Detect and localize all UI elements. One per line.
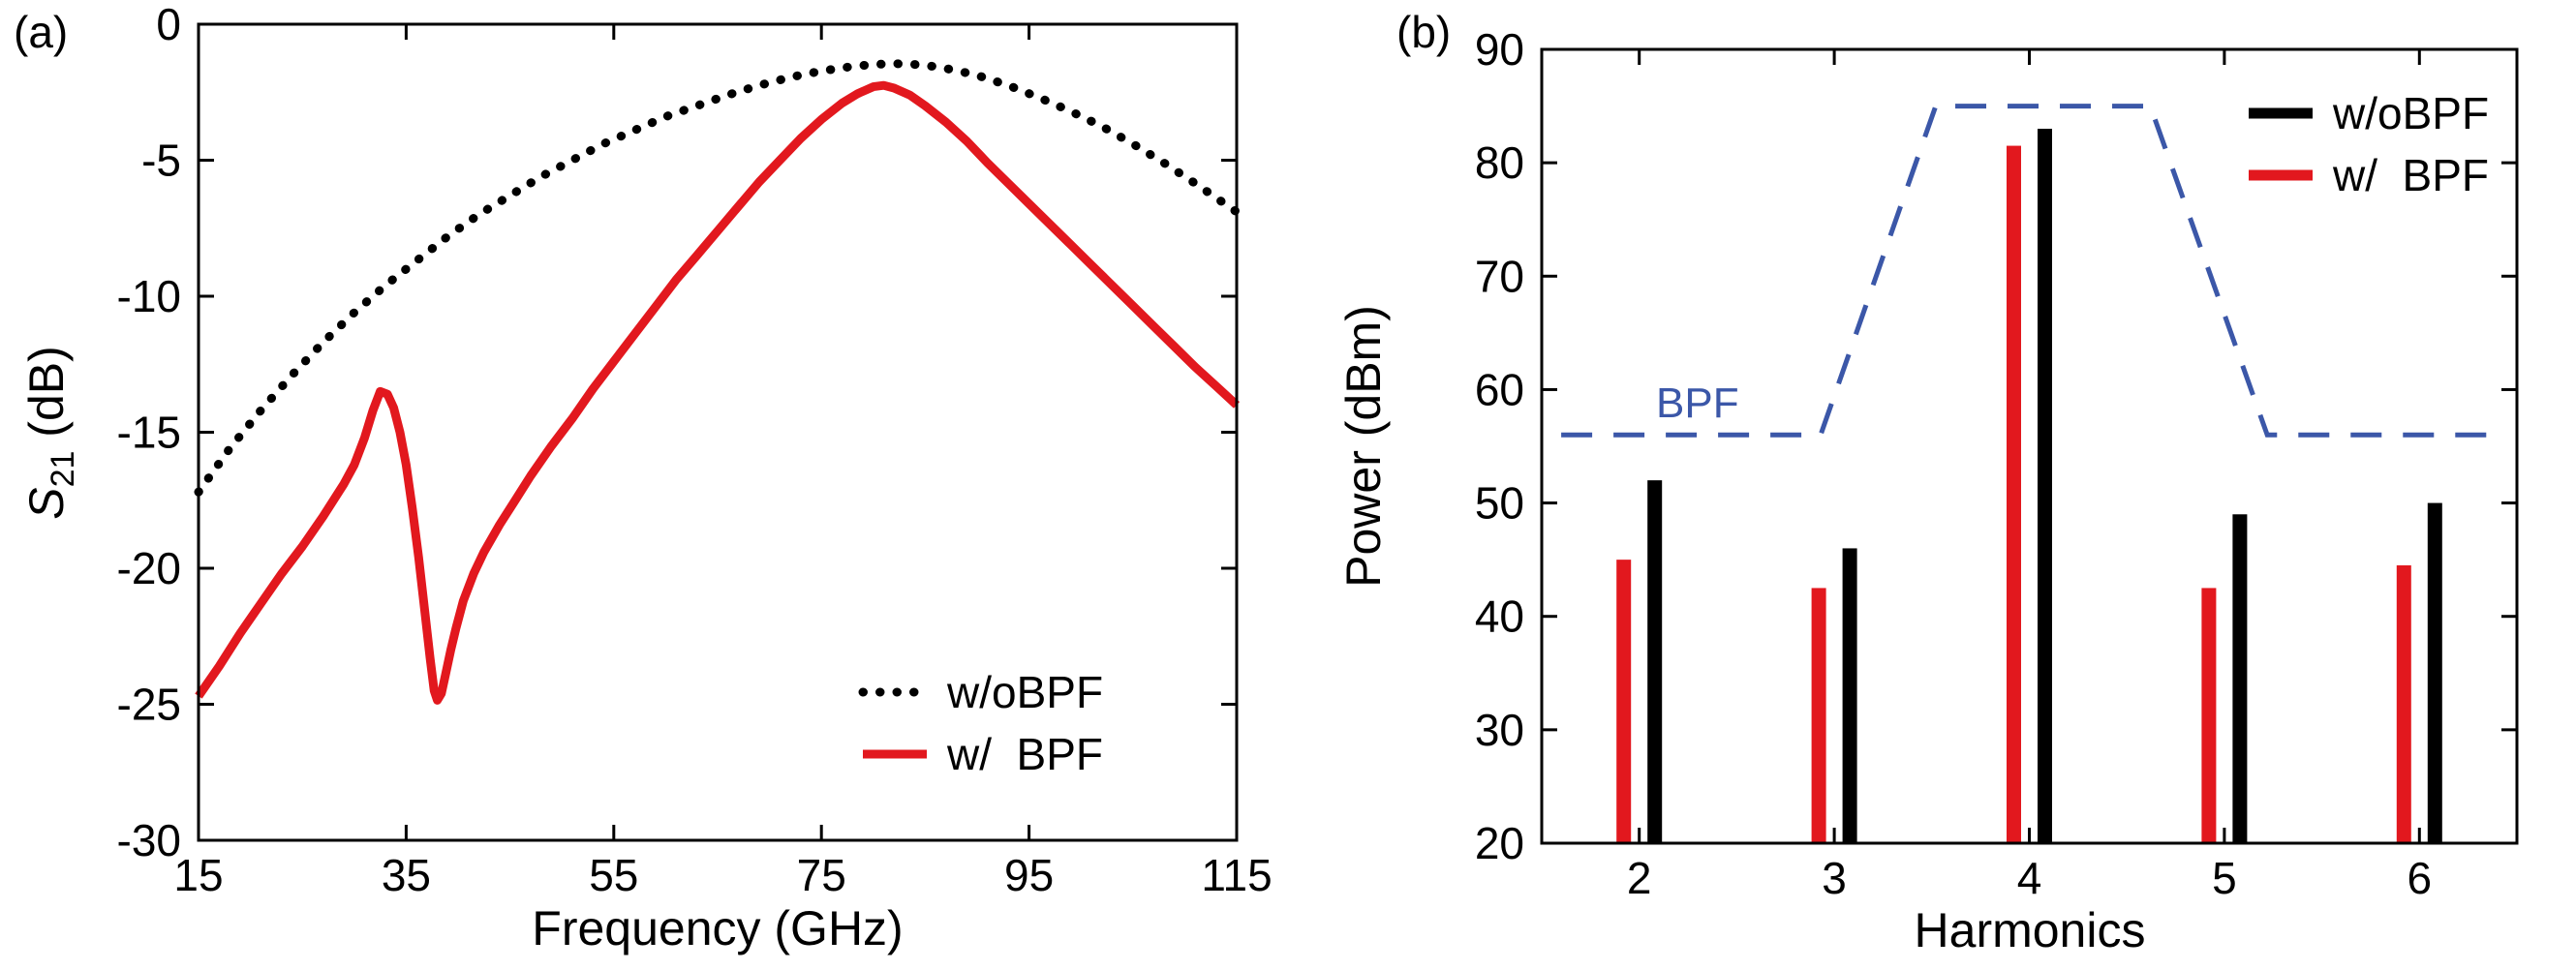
ylabel-symbol: S [19,487,74,520]
dotted-line-swatch-icon [858,687,932,697]
x-tick-label: 6 [2407,853,2433,903]
legend-label-wobpf: w/oBPF [947,667,1104,717]
bar-wbpf-h4 [2007,145,2021,844]
curve-wbpf [195,80,1241,705]
y-tick-label: 90 [1475,24,1524,75]
legend-label-wbpf: w/ BPF [2333,150,2490,200]
legend-item-wobpf: w/oBPF [856,666,1103,718]
bar-wobpf-h2 [1647,480,1663,843]
s21-frequency-chart: 15 35 55 75 95 115 0 -5 -10 -15 -20 -25 -30 [117,0,1273,900]
x-tick-label: 5 [2212,853,2237,903]
bar-wbpf-h6 [2396,565,2411,843]
panel-b-y-axis-label: Power (dBm) [1336,305,1391,588]
x-tick-label: 15 [173,850,223,900]
axes-box [197,22,1239,842]
x-tick-label: 75 [797,850,846,900]
y-tick-label: -10 [117,271,181,321]
bar-wbpf-h3 [1811,588,1826,843]
bar-wobpf-h4 [2038,129,2052,843]
panel-a-x-axis-label: Frequency (GHz) [532,901,904,955]
y-tick-label: -20 [117,543,181,593]
legend-label-wbpf: w/ BPF [947,729,1104,779]
bpf-filter-dashed-line [1561,104,2501,438]
panel-b-label: (b) [1396,7,1452,57]
curve-wobpf [194,59,1242,497]
x-tick-label: 55 [589,850,638,900]
y-tick-label: -25 [117,680,181,730]
legend-item-wbpf: w/ BPF [2242,149,2489,201]
ylabel-subscript: 21 [45,450,81,488]
panel-a-legend: w/oBPF w/ BPF [856,666,1103,780]
panel-a-y-axis-label: S21 (dB) [18,346,82,520]
y-tick-label: -30 [117,815,181,865]
y-tick-label: -15 [117,408,181,458]
ylabel-unit: (dB) [19,346,74,451]
axes-box [1540,47,2519,845]
y-tick-label: 30 [1475,705,1524,755]
black-bar-swatch-icon [2249,107,2313,119]
bar-wobpf-h6 [2427,502,2442,843]
x-tick-label: 35 [382,850,431,900]
x-tick-label: 2 [1627,853,1652,903]
harmonics-power-chart: 2 3 4 5 6 20 30 40 50 60 70 80 90 [1475,24,2519,903]
bar-wbpf-h5 [2201,588,2217,843]
legend-label-wobpf: w/oBPF [2333,88,2490,138]
panel-b-legend: w/oBPF w/ BPF [2242,87,2489,201]
legend-item-wbpf: w/ BPF [856,728,1103,780]
x-tick-label: 115 [1201,850,1272,900]
bpf-annotation: BPF [1656,379,1739,427]
bar-wobpf-h5 [2232,514,2248,843]
panel-b-x-axis-label: Harmonics [1914,903,2146,957]
panel-b: 2 3 4 5 6 20 30 40 50 60 70 80 90 (b) Power (dBm) Ha… [1288,0,2576,970]
y-tick-label: -5 [141,136,181,186]
y-tick-label: 70 [1475,251,1524,301]
y-tick-label: 0 [156,0,181,49]
bar-wobpf-h3 [1842,548,1857,843]
y-tick-label: 40 [1475,591,1524,642]
y-tick-label: 20 [1475,818,1524,868]
y-tick-label: 50 [1475,478,1524,529]
y-tick-label: 80 [1475,137,1524,188]
panel-a-label: (a) [14,7,69,57]
solid-line-swatch-icon [863,749,927,759]
bar-wbpf-h2 [1616,560,1632,843]
y-tick-label: 60 [1475,364,1524,414]
x-tick-label: 4 [2017,853,2042,903]
x-tick-label: 95 [1004,850,1054,900]
red-bar-swatch-icon [2249,169,2313,181]
x-tick-label: 3 [1822,853,1847,903]
legend-item-wobpf: w/oBPF [2242,87,2489,139]
panel-a: 15 35 55 75 95 115 0 -5 -10 -15 -20 -25 -30 (a) S21 … [14,0,1273,955]
